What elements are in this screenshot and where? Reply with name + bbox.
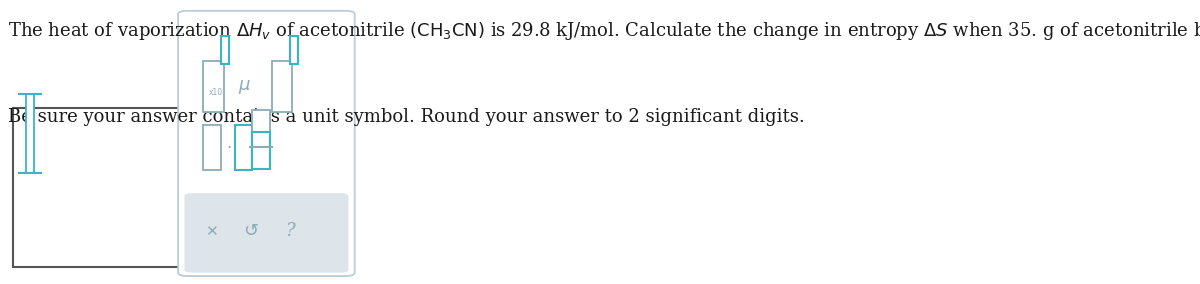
FancyBboxPatch shape <box>178 11 355 276</box>
FancyBboxPatch shape <box>235 125 252 170</box>
Text: ✕: ✕ <box>205 224 217 239</box>
Text: Be sure your answer contains a unit symbol. Round your answer to 2 significant d: Be sure your answer contains a unit symb… <box>8 108 805 126</box>
Text: $\mu$: $\mu$ <box>238 78 251 96</box>
FancyBboxPatch shape <box>252 132 270 169</box>
FancyBboxPatch shape <box>290 36 298 64</box>
FancyBboxPatch shape <box>26 94 34 173</box>
Text: ?: ? <box>286 222 295 241</box>
Text: x10: x10 <box>209 88 223 97</box>
FancyBboxPatch shape <box>272 61 293 112</box>
FancyBboxPatch shape <box>203 125 221 170</box>
FancyBboxPatch shape <box>252 110 270 147</box>
Text: ·: · <box>226 139 232 157</box>
FancyBboxPatch shape <box>13 108 182 267</box>
FancyBboxPatch shape <box>222 36 229 64</box>
FancyBboxPatch shape <box>185 193 348 273</box>
FancyBboxPatch shape <box>203 61 224 112</box>
Text: The heat of vaporization $\Delta H_v$ of acetonitrile $\left(\mathrm{CH_3CN}\rig: The heat of vaporization $\Delta H_v$ of… <box>8 20 1200 42</box>
Text: ↺: ↺ <box>244 222 258 241</box>
